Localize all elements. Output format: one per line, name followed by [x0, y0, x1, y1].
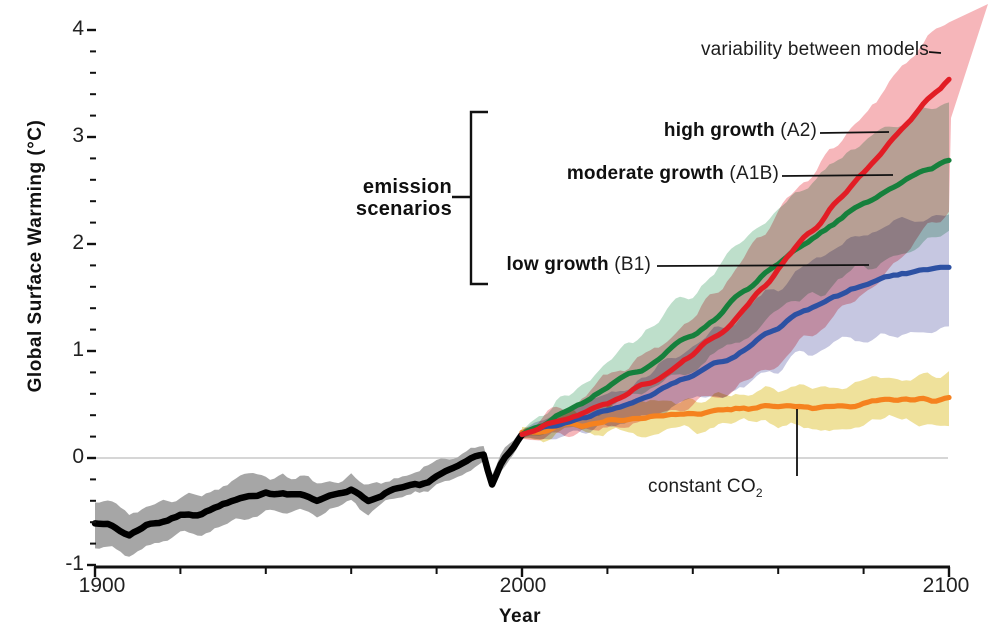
leader-variability — [928, 51, 942, 54]
annotation-low-growth: low growth (B1) — [507, 254, 651, 276]
annotation-moderate-growth-code: (A1B) — [723, 163, 779, 184]
y-tick-label-neg1: -1 — [65, 552, 84, 575]
y-tick-label-0: 0 — [72, 445, 84, 468]
annotation-emission-line1: emission — [362, 176, 452, 198]
band-high-growth-a2 — [522, 4, 988, 441]
x-tick-label-1900: 1900 — [78, 574, 126, 597]
annotation-moderate-growth: moderate growth (A1B) — [567, 163, 779, 185]
y-tick-label-3: 3 — [72, 124, 84, 147]
annotation-high-growth-bold: high growth — [663, 120, 775, 141]
y-tick-label-1: 1 — [72, 338, 84, 361]
line-constant-co2 — [519, 394, 952, 435]
leader-moderate-growth — [781, 174, 894, 177]
emission-scenarios-bracket — [469, 110, 488, 286]
y-tick-label-4: 4 — [72, 17, 84, 40]
annotation-emission-line2: scenarios — [355, 198, 452, 220]
line-high-growth-a2 — [519, 76, 952, 438]
band-observed — [95, 429, 522, 557]
annotation-variability: variability between models — [700, 39, 929, 60]
annotation-low-growth-bold: low growth — [506, 254, 609, 275]
line-low-growth-b1 — [519, 264, 952, 438]
annotation-constant-co2-text: constant CO — [648, 476, 756, 497]
annotation-moderate-growth-bold: moderate growth — [566, 163, 724, 184]
annotation-low-growth-code: (B1) — [608, 254, 651, 275]
x-axis-title: Year — [498, 606, 542, 627]
y-tick-label-2: 2 — [72, 231, 84, 254]
annotation-high-growth: high growth (A2) — [664, 120, 817, 142]
annotation-constant-co2-sub: 2 — [755, 485, 763, 500]
line-observed — [91, 431, 526, 539]
annotation-constant-co2: constant CO2 — [648, 476, 763, 500]
leader-high-growth — [819, 131, 890, 134]
x-tick-label-2100: 2100 — [922, 574, 970, 597]
annotation-emission-scenarios: emission scenarios — [356, 176, 452, 220]
x-tick-label-2000: 2000 — [499, 574, 547, 597]
leader-low-growth — [656, 264, 870, 267]
annotation-high-growth-code: (A2) — [774, 120, 817, 141]
line-moderate-growth-a1b — [519, 157, 952, 438]
